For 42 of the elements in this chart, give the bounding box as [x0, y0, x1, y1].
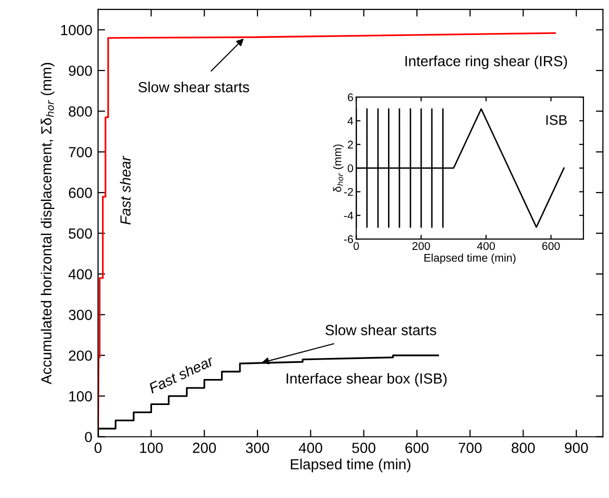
x-tick-label: 600: [405, 442, 429, 454]
y-tick-label: 4: [348, 117, 354, 125]
y-tick-label: -4: [344, 212, 354, 220]
y-axis-title: Accumulated horizontal displacement, Σδ$_{hor}$ (mm): [40, 62, 54, 384]
x-tick-label: 700: [458, 442, 482, 454]
x-axis-title: Elapsed time (min): [424, 254, 516, 264]
y-tick-label: -6: [344, 235, 353, 244]
annotation: Fast shear: [120, 156, 131, 225]
x-tick-label: 200: [192, 442, 216, 454]
x-tick-label: 200: [412, 242, 430, 250]
annotation: ISB: [546, 115, 567, 125]
x-tick-label: 800: [512, 442, 535, 454]
y-tick-label: 2: [348, 140, 353, 148]
x-tick-label: 100: [140, 442, 163, 454]
annotation: Interface shear box (ISB): [286, 372, 447, 387]
x-tick-label: 400: [298, 442, 322, 454]
x-axis-title: Elapsed time (min): [290, 458, 410, 472]
y-tick-label: 500: [68, 228, 92, 239]
y-tick-label: 700: [68, 146, 92, 158]
y-tick-label: 900: [68, 66, 92, 76]
y-tick-label: 600: [68, 188, 92, 198]
annotation: Slow shear starts: [138, 82, 250, 92]
y-tick-label: 1000: [61, 24, 92, 36]
y-axis-title: δ$_{hor}$ (mm): [333, 144, 344, 192]
x-tick-label: 0: [354, 242, 359, 250]
y-tick-label: 200: [68, 350, 92, 361]
x-tick-label: 600: [542, 242, 560, 250]
y-tick-label: 6: [348, 93, 353, 102]
y-tick-label: 400: [68, 269, 92, 280]
y-tick-label: 300: [68, 310, 92, 320]
x-tick-label: 0: [94, 442, 102, 454]
annotation: Slow shear starts: [326, 324, 436, 336]
y-tick-label: 100: [69, 391, 92, 402]
y-tick-label: 800: [68, 106, 92, 117]
x-tick-label: 300: [246, 442, 270, 454]
annotation: Interface ring shear (IRS): [405, 56, 567, 70]
annotation: Fast shear: [148, 354, 215, 394]
x-tick-label: 400: [477, 242, 495, 250]
y-tick-label: 0: [348, 164, 354, 172]
x-tick-label: 900: [564, 442, 588, 454]
y-tick-label: 0: [84, 432, 92, 442]
y-tick-label: -2: [344, 188, 353, 196]
